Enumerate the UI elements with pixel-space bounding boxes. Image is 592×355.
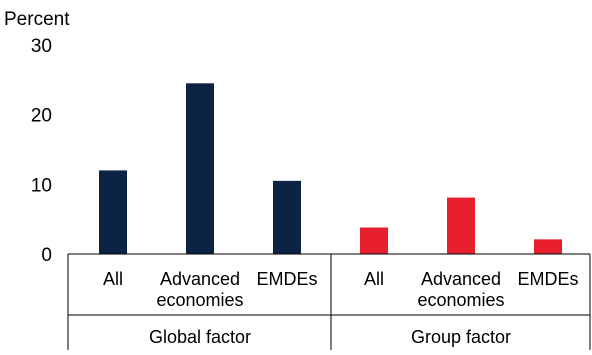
bar [447, 198, 475, 254]
y-tick-label: 20 [31, 106, 52, 127]
x-tick-label: EMDEs [256, 269, 317, 289]
y-axis-ticks: 0 10 20 30 [31, 36, 52, 266]
y-tick-label: 10 [31, 175, 52, 196]
x-axis-labels: All Advanced economies EMDEs All Advanced econ… [103, 269, 579, 310]
group-labels: Global factor Group factor [149, 327, 511, 347]
y-tick-label: 30 [31, 36, 52, 57]
x-tick-label: All [103, 269, 123, 289]
group-label: Group factor [411, 327, 511, 347]
y-axis-unit-label: Percent [4, 9, 70, 30]
bar [99, 170, 127, 254]
axes [68, 254, 590, 350]
bar [360, 228, 388, 254]
x-tick-label: All [364, 269, 384, 289]
group-label: Global factor [149, 327, 251, 347]
x-tick-label: EMDEs [517, 269, 578, 289]
bar [273, 181, 301, 254]
bars [99, 83, 562, 254]
bar [534, 239, 562, 254]
x-tick-label: Advanced economies [417, 269, 504, 310]
y-tick-label: 0 [41, 245, 52, 266]
x-tick-label: Advanced economies [156, 269, 243, 310]
bar [186, 83, 214, 254]
